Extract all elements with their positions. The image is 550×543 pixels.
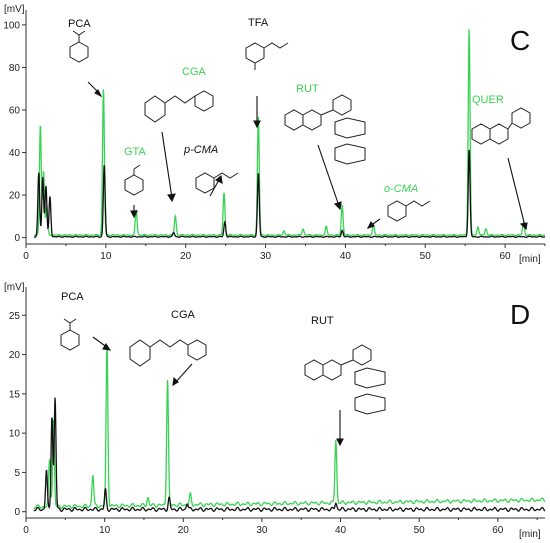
panel-d-y-unit: [mV] [4, 282, 25, 293]
arrow-tfa-c-head [253, 120, 261, 129]
structure-pca-d [60, 318, 80, 351]
x-tick-label-d-0: 0 [23, 525, 29, 536]
y-tick-label-d-0: 0 [14, 507, 20, 518]
arrow-rut-c [317, 144, 340, 207]
arrow-gta-c-head [130, 210, 138, 219]
x-tick-label-d-50: 50 [414, 525, 426, 536]
black-trace-c [33, 149, 546, 238]
panel-d-x-unit: [min] [519, 529, 541, 540]
green-trace-c [33, 29, 546, 237]
y-tick-label-c-20: 20 [9, 191, 21, 202]
x-tick-label-c-60: 60 [500, 251, 512, 262]
label-pca-c: PCA [68, 18, 91, 30]
structure-cga-c [144, 90, 214, 123]
structure-pca-c [69, 30, 89, 63]
x-tick-label-d-30: 30 [256, 525, 268, 536]
x-tick-label-d-10: 10 [99, 525, 111, 536]
arrow-pcma-c-head [214, 174, 223, 184]
structure-tfa-c [245, 42, 289, 70]
panel-d-arrows [92, 336, 344, 447]
structure-rut-d [304, 344, 386, 415]
y-tick-label-d-25: 25 [9, 311, 21, 322]
x-tick-label-c-40: 40 [340, 251, 352, 262]
structure-rut-c [284, 94, 366, 165]
panel-c-axes: 0 10 20 30 40 50 60 0 20 40 60 80 100 [3, 10, 546, 262]
arrow-rut-d-head [336, 438, 344, 447]
structure-quer-c [471, 107, 531, 145]
label-o-cma-c: o-CMA [384, 183, 418, 195]
x-tick-label-c-50: 50 [420, 251, 432, 262]
arrow-cga-d-head [172, 376, 179, 387]
arrow-cga-d [174, 363, 193, 384]
x-tick-label-d-60: 60 [492, 525, 504, 536]
x-tick-label-d-40: 40 [335, 525, 347, 536]
panel-d-traces [33, 344, 546, 512]
structure-cga-d [129, 339, 207, 367]
label-pca-d: PCA [61, 291, 84, 303]
y-tick-label-c-40: 40 [9, 148, 21, 159]
label-rut-c: RUT [296, 83, 319, 95]
label-gta-c: GTA [124, 146, 146, 158]
arrow-pca-c-head [94, 89, 103, 98]
label-tfa-c: TFA [248, 17, 269, 29]
panel-c-traces [33, 29, 546, 238]
y-tick-label-c-100: 100 [3, 20, 20, 31]
arrow-pca-d-head [102, 342, 112, 351]
panel-c-y-unit: [mV] [4, 4, 25, 15]
y-tick-label-d-15: 15 [9, 389, 21, 400]
x-tick-label-d-20: 20 [178, 525, 190, 536]
x-tick-label-c-30: 30 [260, 251, 272, 262]
panel-d: [mV] D [min] 0 10 20 30 40 50 60 0 5 10 15 20 25 PCA… [4, 282, 546, 540]
y-tick-label-d-20: 20 [9, 350, 21, 361]
black-trace-d [33, 397, 546, 512]
label-rut-d: RUT [311, 315, 334, 327]
y-tick-label-c-80: 80 [9, 63, 21, 74]
arrow-rut-c-head [333, 201, 342, 211]
structure-o-cma-c [387, 200, 431, 222]
arrow-cga-c-head [167, 193, 176, 203]
structure-p-cma-c [195, 172, 239, 194]
y-tick-label-d-5: 5 [14, 468, 20, 479]
y-tick-label-d-10: 10 [9, 429, 21, 440]
panel-c: [mV] C [min] 0 10 20 30 40 50 60 0 20 40 60 80 100 P… [3, 4, 546, 265]
x-tick-label-c-10: 10 [100, 251, 112, 262]
arrow-cga-c [161, 131, 173, 199]
panel-d-letter: D [510, 299, 530, 330]
arrow-quer-c [507, 157, 526, 227]
x-tick-label-c-20: 20 [180, 251, 192, 262]
y-tick-label-c-0: 0 [14, 233, 20, 244]
label-quer-c: QUER [472, 94, 504, 106]
panel-c-x-unit: [min] [519, 254, 541, 265]
label-p-cma-c: p-CMA [183, 144, 218, 156]
green-trace-d [33, 344, 546, 510]
panel-c-letter: C [510, 25, 530, 56]
label-cga-c: CGA [182, 66, 207, 78]
x-tick-label-c-0: 0 [23, 251, 29, 262]
arrow-quer-c-head [519, 222, 528, 231]
arrow-ocma-c-head [366, 220, 375, 229]
label-cga-d: CGA [171, 309, 196, 321]
panel-c-arrows [87, 81, 528, 231]
panel-d-axes: 0 10 20 30 40 50 60 0 5 10 15 20 25 [9, 287, 545, 536]
structure-gta-c [124, 164, 144, 196]
y-tick-label-c-60: 60 [9, 105, 21, 116]
